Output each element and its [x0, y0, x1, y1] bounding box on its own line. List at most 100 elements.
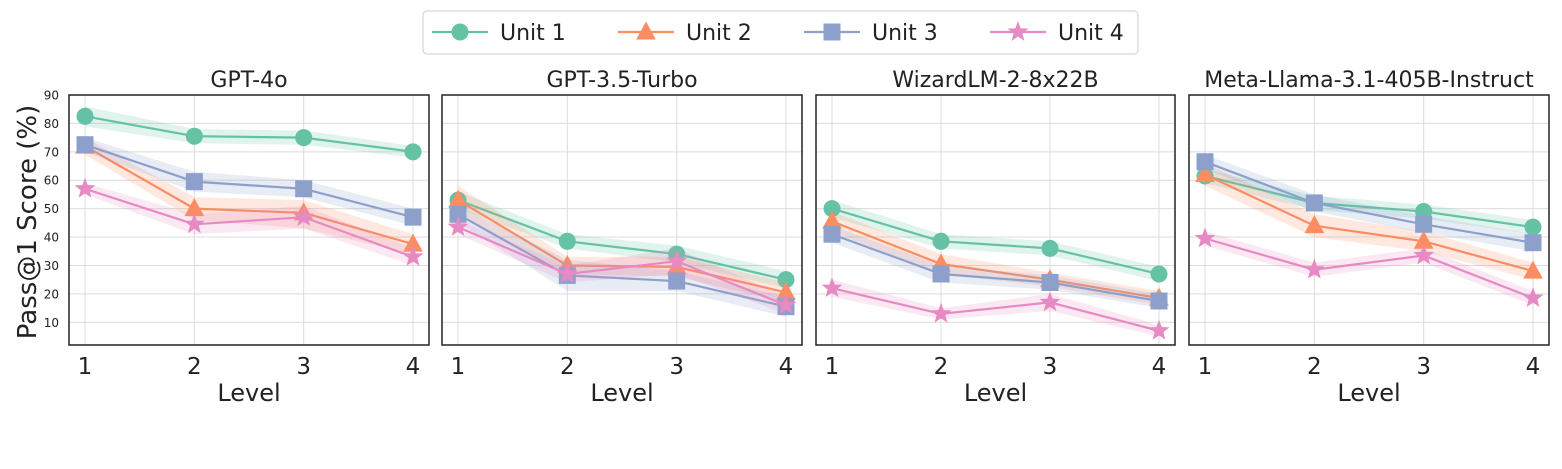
x-tick-label: 4 [779, 354, 794, 380]
x-axis-label: Level [590, 379, 653, 407]
y-tick-label: 30 [44, 259, 59, 273]
data-point [1522, 287, 1544, 307]
confidence-band [85, 137, 413, 226]
y-tick-label: 50 [44, 202, 59, 216]
chart-panel-wizardlm-2-8x22b: WizardLM-2-8x22B 1 2 3 4 Level [815, 68, 1176, 407]
confidence-band [85, 137, 413, 255]
chart-panel-meta-llama-3-1-405b-instruct: Meta-Llama-3.1-405B-Instruct 1 2 3 4 Level [1188, 68, 1550, 407]
data-point [1041, 239, 1059, 257]
data-point [1148, 319, 1170, 340]
plot-frame [815, 94, 1176, 346]
data-point [556, 263, 578, 283]
data-point [1041, 274, 1059, 291]
legend-label: Unit 1 [500, 21, 566, 46]
data-point [1524, 234, 1542, 252]
series-line [831, 220, 1160, 300]
legend-item-unit-4: Unit 4 [990, 21, 1124, 46]
data-point [668, 272, 686, 290]
series-unit-1 [76, 106, 422, 161]
series-line [1204, 160, 1534, 244]
series-unit-4 [74, 177, 424, 266]
x-tick-label: 1 [1198, 354, 1213, 380]
data-point [558, 232, 576, 250]
x-tick-label: 1 [451, 354, 466, 380]
series-line [831, 287, 1160, 332]
series-line [1204, 174, 1534, 229]
chart-panel-gpt-4o: GPT-4o 1 2 3 4 Level 10 20 30 40 50 60 70 80 90 [44, 68, 430, 407]
series-unit-3 [76, 136, 422, 226]
data-point [404, 143, 422, 161]
series-unit-1 [823, 200, 1168, 283]
panel-title: Meta-Llama-3.1-405B-Instruct [1204, 68, 1534, 93]
data-point [1039, 291, 1061, 312]
x-tick-label: 3 [296, 354, 311, 380]
x-tick-label: 4 [1526, 354, 1541, 380]
confidence-band [1205, 154, 1533, 252]
legend-frame [422, 10, 1139, 55]
data-point [1523, 260, 1543, 279]
y-tick-label: 80 [44, 117, 59, 131]
data-point [1303, 258, 1325, 279]
chart-panels: GPT-4o 1 2 3 4 Level 10 20 30 40 50 60 70 80 90 GPT-3.5… [44, 68, 1550, 407]
series-line [457, 199, 787, 281]
series-line [84, 143, 414, 219]
data-point [1305, 194, 1323, 212]
data-point [74, 177, 96, 198]
legend-marker-square [823, 23, 841, 41]
data-point [823, 225, 841, 243]
data-point [404, 208, 422, 226]
plot-frame [1188, 94, 1550, 346]
data-point [1304, 215, 1325, 234]
panel-title: GPT-4o [210, 68, 287, 93]
confidence-band [1205, 231, 1533, 306]
x-tick-label: 1 [78, 354, 93, 380]
y-tick-label: 70 [44, 145, 59, 159]
confidence-band [85, 183, 413, 266]
x-tick-label: 2 [187, 354, 202, 380]
data-point [293, 206, 315, 226]
data-point [1195, 164, 1215, 183]
x-axis-label: Level [1337, 379, 1400, 407]
series-line [457, 226, 787, 307]
legend-marker-circle [451, 23, 469, 41]
series-unit-3 [823, 225, 1168, 310]
data-point [1196, 153, 1214, 171]
y-tick-label: 40 [44, 231, 59, 245]
x-tick-label: 3 [669, 354, 684, 380]
panel-title: WizardLM-2-8x22B [892, 68, 1098, 93]
x-tick-label: 3 [1043, 354, 1058, 380]
x-axis-label: Level [964, 379, 1027, 407]
series-line [84, 145, 414, 246]
series-line [831, 233, 1160, 303]
confidence-band [458, 205, 786, 317]
series-unit-4 [821, 277, 1170, 340]
data-point [185, 127, 203, 145]
data-point [183, 213, 205, 234]
legend-item-unit-2: Unit 2 [618, 21, 752, 46]
data-point [185, 173, 203, 191]
panel-title: GPT-3.5-Turbo [546, 68, 697, 93]
y-tick-label: 10 [44, 316, 59, 330]
confidence-band [832, 200, 1159, 282]
chart-panel-gpt-3-5-turbo: GPT-3.5-Turbo 1 2 3 4 Level [441, 68, 803, 407]
data-point [1150, 265, 1168, 283]
x-tick-label: 2 [1307, 354, 1322, 380]
confidence-band [832, 211, 1159, 306]
confidence-band [85, 106, 413, 158]
x-tick-label: 1 [825, 354, 840, 380]
x-tick-label: 2 [560, 354, 575, 380]
x-tick-label: 4 [406, 354, 421, 380]
series-line [1204, 237, 1534, 300]
data-point [76, 107, 94, 125]
series-line [457, 199, 787, 294]
data-point [932, 265, 950, 283]
series-unit-3 [1196, 153, 1542, 252]
legend-item-unit-1: Unit 1 [432, 21, 566, 46]
confidence-band [1205, 168, 1533, 235]
series-unit-4 [447, 216, 797, 315]
series-line [1204, 173, 1534, 273]
data-point [76, 136, 94, 154]
data-point [295, 129, 313, 147]
data-point [402, 246, 424, 266]
data-point [1194, 227, 1216, 248]
